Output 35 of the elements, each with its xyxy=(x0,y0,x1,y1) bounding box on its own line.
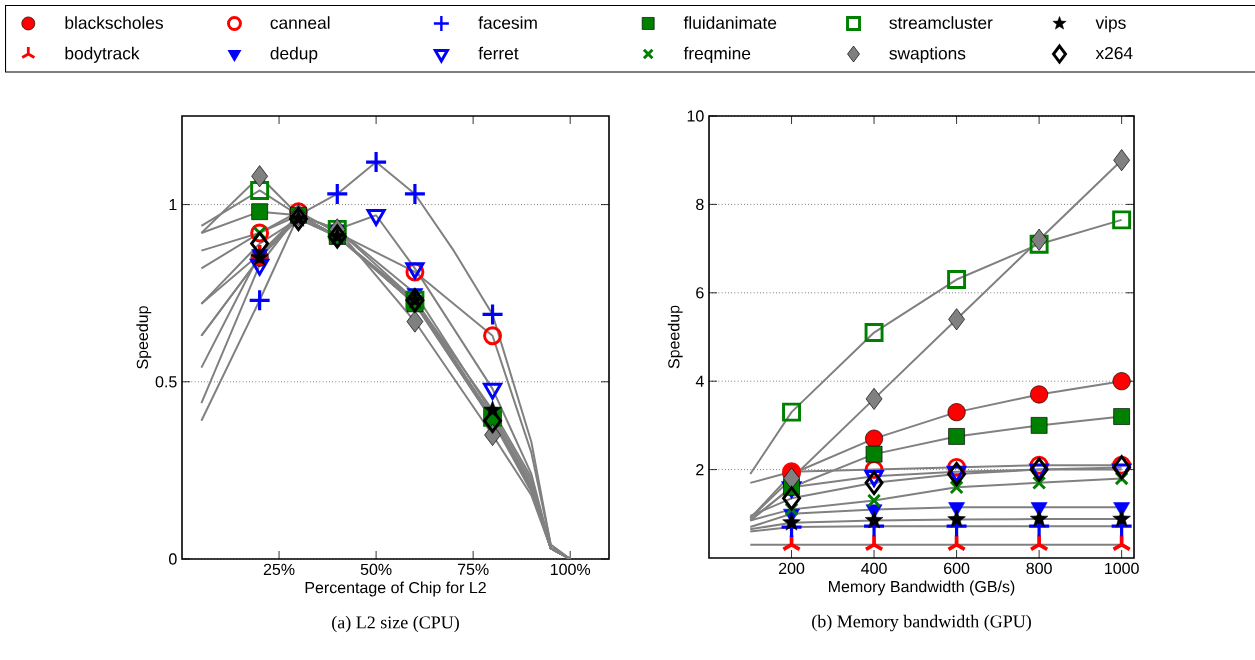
y-tick-label: 8 xyxy=(696,198,704,211)
x-tick-label: 50% xyxy=(360,563,392,576)
y-tick-label: 1 xyxy=(169,199,177,211)
x-tick-label: 1000 xyxy=(1105,562,1139,575)
x-tick-label: 75% xyxy=(457,563,489,575)
legend-label: streamcluster xyxy=(889,16,993,29)
y-tick-label: 0.5 xyxy=(155,376,177,388)
x-tick-label: 200 xyxy=(778,562,805,575)
y-tick-label: 10 xyxy=(687,110,704,122)
x-tick-label: 25% xyxy=(263,563,295,576)
legend-label: fluidanimate xyxy=(683,16,777,29)
x-tick-label: 100% xyxy=(550,563,591,576)
y-axis-title: Speedup xyxy=(136,306,152,369)
text: (a) L2 size (CPU) xyxy=(332,615,459,633)
y-axis-title: Speedup xyxy=(667,305,683,369)
legend-label: freqmine xyxy=(683,46,751,63)
legend-label: ferret xyxy=(478,46,519,60)
legend-label: x264 xyxy=(1095,46,1133,60)
legend-label: facesim xyxy=(478,16,537,29)
legend-label: dedup xyxy=(270,46,318,63)
x-axis-title: Percentage of Chip for L2 xyxy=(305,581,486,597)
text: (b) Memory bandwidth (GPU) xyxy=(812,614,1031,632)
x-tick-label: 600 xyxy=(944,562,970,575)
x-tick-label: 400 xyxy=(861,562,887,575)
legend-label: vips xyxy=(1095,16,1126,33)
legend-label: canneal xyxy=(270,16,330,29)
y-tick-label: 0 xyxy=(169,553,177,565)
y-tick-label: 6 xyxy=(696,287,704,299)
x-axis-title: Memory Bandwidth (GB/s) xyxy=(829,580,1015,596)
y-tick-label: 2 xyxy=(696,464,704,476)
x-tick-label: 800 xyxy=(1026,562,1052,575)
legend-label: bodytrack xyxy=(65,46,140,63)
y-tick-label: 4 xyxy=(695,375,704,387)
legend-label: blackscholes xyxy=(65,16,163,29)
legend-label: swaptions xyxy=(889,46,966,63)
